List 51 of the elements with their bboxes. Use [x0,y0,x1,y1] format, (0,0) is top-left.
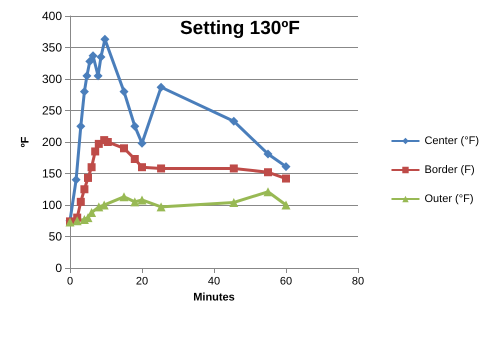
y-tick-label: 50 [48,230,62,244]
point [88,163,96,172]
x-tick-label: 40 [208,276,220,288]
point [120,144,128,152]
y-tick-label: 250 [42,104,62,118]
x-tick-label: 80 [352,276,364,288]
x-tick-label: 60 [280,276,292,288]
x-tick-label: 20 [136,276,148,288]
legend-label: Center (°F) [424,135,480,147]
point [282,174,290,183]
point [130,197,140,206]
point [264,168,272,176]
point [76,198,85,206]
point [120,192,128,202]
point [104,138,112,146]
point [264,149,272,158]
point [91,147,100,156]
point [72,216,82,226]
point [157,164,166,172]
point [282,200,290,210]
point [230,164,238,172]
x-axis-title: Minutes [193,291,235,304]
y-tick-label: 350 [42,40,62,54]
point [282,162,290,172]
x-tick-label: 0 [66,276,74,288]
y-tick-label: 200 [42,135,62,149]
point [120,87,128,96]
point [138,195,146,204]
point [229,198,238,207]
point [264,187,272,196]
point [84,174,92,182]
y-tick-label: 300 [42,72,62,86]
y-tick-label: 100 [42,198,62,212]
point [80,185,88,194]
chart-title: Setting 130ºF [180,18,300,39]
legend-label: Outer (°F) [424,193,474,205]
legend-label: Border (F) [424,164,475,176]
point [130,155,139,164]
point [156,82,166,92]
point [229,116,238,126]
y-axis-title: ºF [20,136,32,148]
point [138,163,146,172]
point [138,138,146,148]
point [96,52,106,62]
point [156,202,166,212]
y-tick-label: 0 [55,261,62,275]
y-tick-label: 400 [42,9,62,23]
point [85,56,94,66]
y-tick-label: 150 [42,166,62,180]
point [82,71,92,80]
point [130,122,140,131]
